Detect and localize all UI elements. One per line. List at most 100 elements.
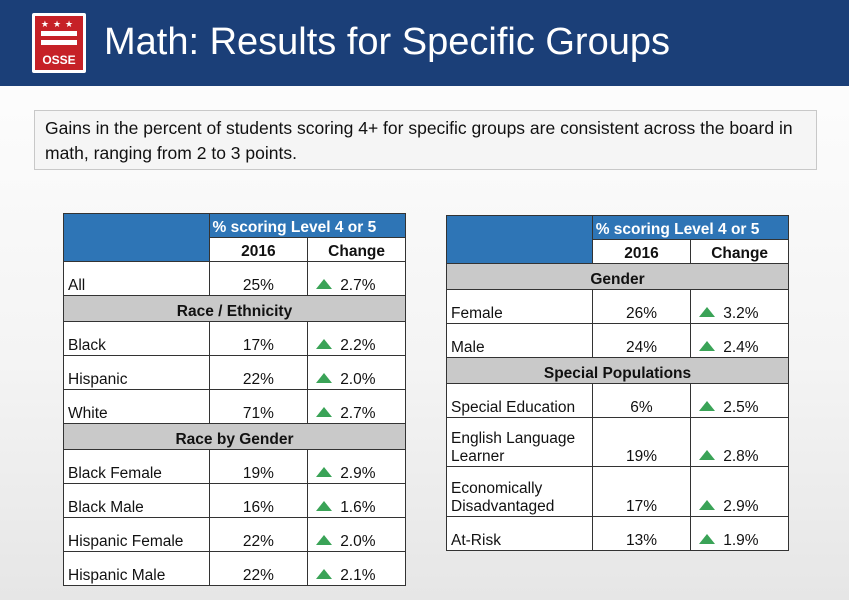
row-change: 2.2% bbox=[307, 321, 406, 356]
up-arrow-icon bbox=[316, 569, 333, 579]
table-row: English Language Learner 19% 2.8% bbox=[446, 416, 789, 468]
change-value: 3.2% bbox=[723, 305, 759, 322]
row-change: 3.2% bbox=[690, 289, 789, 324]
table-row: Special Education 6% 2.5% bbox=[446, 383, 789, 418]
table-row: Black 17% 2.2% bbox=[63, 321, 406, 356]
row-value: 13% bbox=[591, 515, 692, 551]
row-label: Female bbox=[446, 289, 593, 324]
row-value: 19% bbox=[208, 449, 309, 484]
change-value: 2.8% bbox=[723, 448, 759, 466]
column-header-change: Change bbox=[690, 239, 789, 264]
table-row: Female 26% 3.2% bbox=[446, 289, 789, 324]
row-label: Black bbox=[63, 321, 210, 356]
title-bar: ★★★ OSSE Math: Results for Specific Grou… bbox=[0, 0, 849, 86]
section-row: Special Populations bbox=[446, 357, 789, 384]
row-label: Black Female bbox=[63, 449, 210, 484]
section-row: Gender bbox=[446, 263, 789, 290]
page-title: Math: Results for Specific Groups bbox=[104, 21, 670, 63]
up-arrow-icon bbox=[316, 501, 333, 511]
row-change: 2.5% bbox=[690, 383, 789, 418]
up-arrow-icon bbox=[316, 407, 333, 417]
row-value: 22% bbox=[208, 355, 309, 390]
section-title: Race / Ethnicity bbox=[63, 295, 406, 322]
logo-bar bbox=[41, 40, 77, 45]
up-arrow-icon bbox=[316, 535, 333, 545]
row-label: All bbox=[63, 261, 210, 296]
up-arrow-icon bbox=[699, 533, 716, 544]
row-change: 2.0% bbox=[307, 355, 406, 390]
row-change: 2.9% bbox=[307, 449, 406, 484]
change-value: 2.0% bbox=[340, 371, 376, 388]
logo-flag: ★★★ OSSE bbox=[35, 16, 83, 70]
change-value: 2.9% bbox=[340, 465, 376, 482]
up-arrow-icon bbox=[699, 499, 716, 510]
table-header-row: % scoring Level 4 or 5 bbox=[63, 213, 407, 262]
row-value: 19% bbox=[591, 416, 692, 468]
row-label: Hispanic bbox=[63, 355, 210, 390]
up-arrow-icon bbox=[699, 401, 716, 411]
logo-bar bbox=[41, 31, 77, 36]
change-value: 2.9% bbox=[723, 497, 759, 515]
table-subheader-row: 2016 Change bbox=[64, 237, 406, 262]
row-change: 2.8% bbox=[690, 416, 789, 468]
table-row: Hispanic Female 22% 2.0% bbox=[63, 517, 406, 552]
change-value: 2.4% bbox=[723, 339, 759, 356]
row-change: 2.9% bbox=[690, 466, 789, 517]
table-row: Hispanic Male 22% 2.1% bbox=[63, 551, 406, 586]
up-arrow-icon bbox=[316, 339, 333, 349]
up-arrow-icon bbox=[699, 450, 716, 461]
osse-logo: ★★★ OSSE bbox=[32, 13, 86, 73]
up-arrow-icon bbox=[699, 307, 716, 317]
up-arrow-icon bbox=[699, 341, 716, 351]
row-label: White bbox=[63, 389, 210, 424]
logo-stars: ★★★ bbox=[40, 19, 78, 29]
row-change: 2.7% bbox=[307, 261, 406, 296]
up-arrow-icon bbox=[316, 373, 333, 383]
row-value: 24% bbox=[591, 323, 692, 358]
change-value: 2.7% bbox=[340, 277, 376, 294]
row-label: At-Risk bbox=[446, 515, 593, 551]
row-value: 22% bbox=[208, 551, 309, 586]
table-row: White 71% 2.7% bbox=[63, 389, 406, 424]
change-value: 1.6% bbox=[340, 499, 376, 516]
row-value: 16% bbox=[208, 483, 309, 518]
change-value: 1.9% bbox=[723, 531, 759, 549]
logo-text: OSSE bbox=[42, 53, 76, 67]
table-race-gender: % scoring Level 4 or 5 2016 Change All 25% 2.… bbox=[63, 213, 407, 586]
section-row: Race by Gender bbox=[63, 423, 406, 450]
row-change: 2.7% bbox=[307, 389, 406, 424]
section-title: Race by Gender bbox=[63, 423, 406, 450]
row-change: 1.9% bbox=[690, 515, 789, 551]
up-arrow-icon bbox=[316, 467, 333, 477]
table-row: Black Female 19% 2.9% bbox=[63, 449, 406, 484]
change-value: 2.2% bbox=[340, 337, 376, 354]
section-title: Special Populations bbox=[446, 357, 789, 384]
table-row: Hispanic 22% 2.0% bbox=[63, 355, 406, 390]
change-value: 2.0% bbox=[340, 533, 376, 550]
row-value: 25% bbox=[208, 261, 309, 296]
section-title: Gender bbox=[446, 263, 789, 290]
row-label: Hispanic Female bbox=[63, 517, 210, 552]
row-label: Male bbox=[446, 323, 593, 358]
change-value: 2.5% bbox=[723, 399, 759, 416]
row-value: 26% bbox=[591, 289, 692, 324]
row-change: 1.6% bbox=[307, 483, 406, 518]
table-header-blank bbox=[446, 215, 593, 264]
table-row: Economically Disadvantaged 17% 2.9% bbox=[446, 466, 789, 517]
row-label: English Language Learner bbox=[446, 416, 593, 468]
up-arrow-icon bbox=[316, 279, 333, 289]
row-label: Hispanic Male bbox=[63, 551, 210, 586]
row-label: Black Male bbox=[63, 483, 210, 518]
row-value: 17% bbox=[591, 466, 692, 517]
table-gender-special: % scoring Level 4 or 5 2016 Change Gender Fe… bbox=[446, 215, 790, 551]
table-header-label: % scoring Level 4 or 5 bbox=[208, 213, 407, 238]
table-header-label: % scoring Level 4 or 5 bbox=[591, 215, 790, 240]
row-value: 6% bbox=[591, 383, 692, 418]
table-row: All 25% 2.7% bbox=[63, 261, 406, 296]
section-row: Race / Ethnicity bbox=[63, 295, 406, 322]
row-value: 22% bbox=[208, 517, 309, 552]
row-change: 2.1% bbox=[307, 551, 406, 586]
table-row: At-Risk 13% 1.9% bbox=[446, 515, 789, 551]
column-header-change: Change bbox=[307, 237, 406, 262]
change-value: 2.7% bbox=[340, 405, 376, 422]
